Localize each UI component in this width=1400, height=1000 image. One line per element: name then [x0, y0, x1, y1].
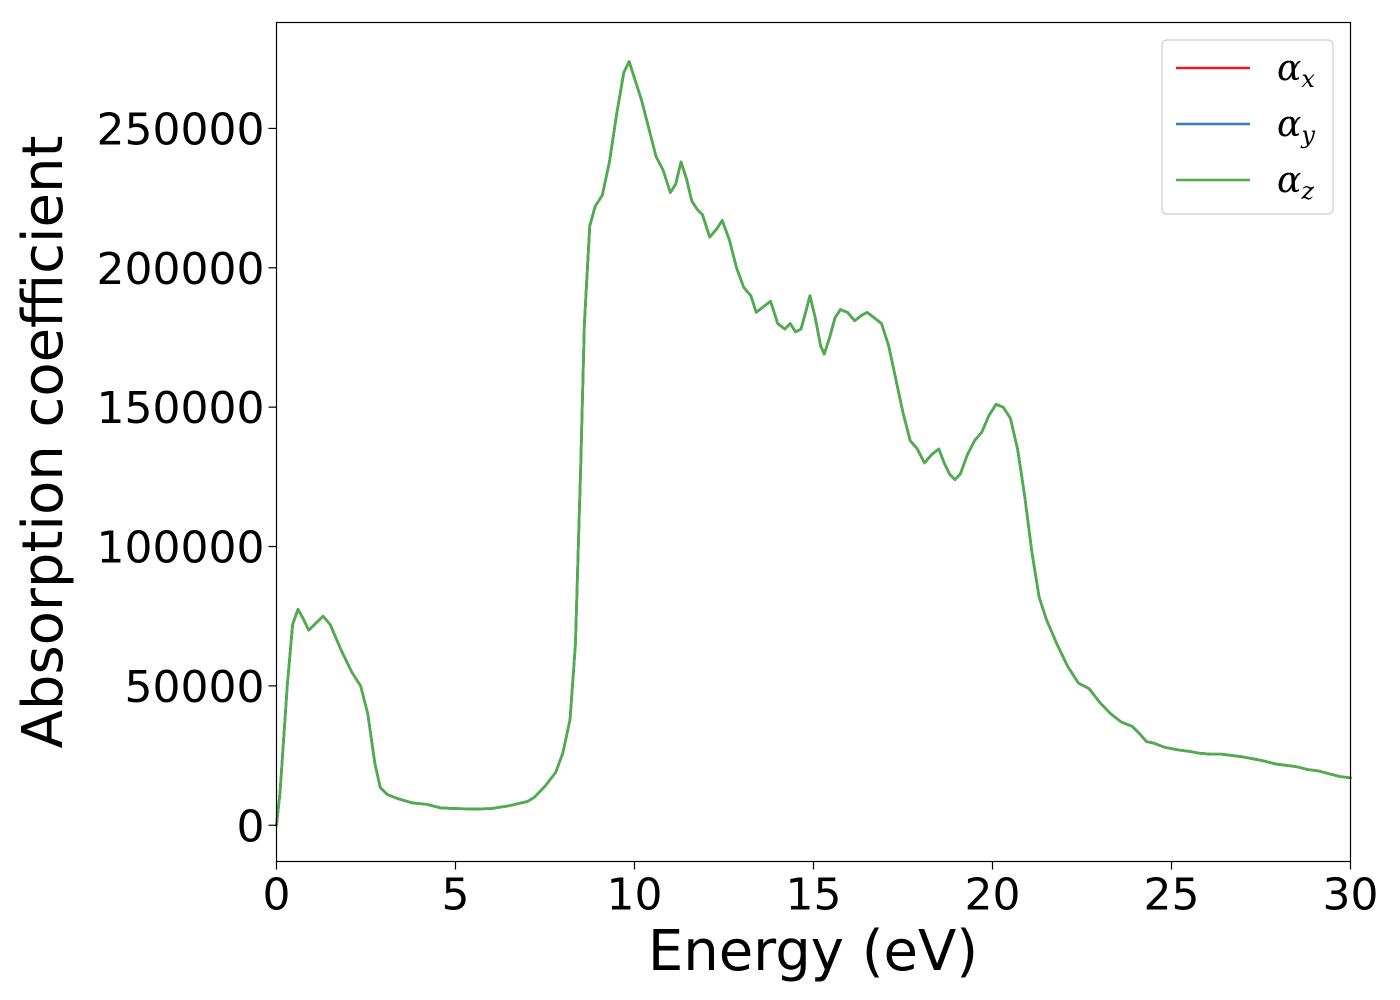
- legend: αx αy αz: [1161, 39, 1334, 215]
- y-tick-label: 100000: [97, 523, 265, 574]
- y-tick-label: 150000: [97, 383, 265, 434]
- x-tick-label: 20: [965, 870, 1021, 921]
- lines-layer: [275, 60, 1352, 827]
- y-tick-label: 200000: [97, 244, 265, 295]
- series-line-z: [275, 60, 1352, 827]
- x-tick-label: 5: [442, 870, 470, 921]
- legend-entries: αx αy αz: [1176, 48, 1315, 205]
- y-tick-label: 50000: [125, 662, 265, 713]
- y-axis-label: Absorption coefficient: [11, 136, 76, 749]
- legend-label-z: αz: [1277, 160, 1314, 205]
- legend-frame: [1161, 39, 1334, 215]
- y-tick-label: 0: [237, 801, 265, 852]
- x-tick-label: 0: [263, 870, 291, 921]
- x-axis-label: Energy (eV): [648, 919, 978, 984]
- x-axis-ticks: 0 5 10 15 20 25 30: [263, 861, 1379, 921]
- x-tick-label: 30: [1323, 870, 1379, 921]
- x-tick-label: 15: [786, 870, 842, 921]
- y-tick-label: 250000: [97, 104, 265, 155]
- x-tick-label: 10: [607, 870, 663, 921]
- legend-label-x: αx: [1277, 48, 1315, 93]
- x-tick-label: 25: [1144, 870, 1200, 921]
- legend-label-y: αy: [1277, 104, 1315, 149]
- y-axis-ticks: 0 50000 100000 150000 200000 250000: [97, 104, 277, 852]
